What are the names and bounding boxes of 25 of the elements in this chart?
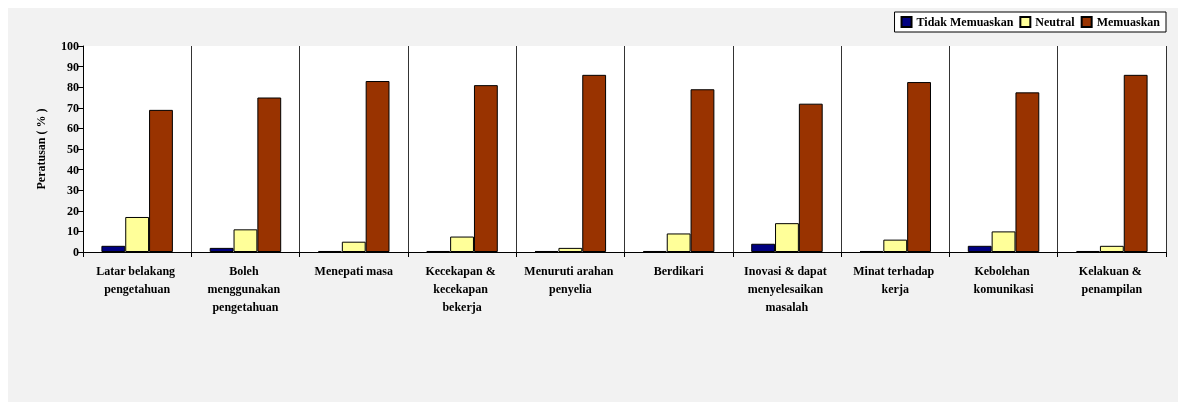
x-tick-label: Berdikari bbox=[653, 264, 705, 278]
y-tick-label: 20 bbox=[67, 203, 79, 218]
legend-label: Neutral bbox=[1035, 15, 1076, 29]
x-tick-label: Kecekapan & kecekapan bekerja bbox=[425, 264, 499, 314]
x-tick-label: Latar belakang pengetahuan bbox=[96, 264, 179, 296]
x-tick-label: Minat terhadap kerja bbox=[853, 264, 938, 296]
x-tick-label: Kebolehan komunikasi bbox=[973, 264, 1035, 296]
x-tick-label: Boleh menggunakan pengetahuan bbox=[207, 264, 284, 314]
x-tick-label: Menuruti arahan penyelia bbox=[524, 264, 617, 296]
legend-label: Tidak Memuaskan bbox=[916, 15, 1014, 29]
x-tick-label: Kelakuan & penampilan bbox=[1078, 264, 1145, 296]
y-tick-label: 80 bbox=[67, 80, 79, 95]
y-tick-label: 30 bbox=[67, 183, 79, 198]
y-tick-label: 90 bbox=[67, 59, 79, 74]
y-tick-label: 50 bbox=[67, 142, 79, 156]
y-tick-label: 70 bbox=[67, 100, 79, 115]
y-tick-label: 10 bbox=[67, 224, 79, 239]
y-tick-label: 60 bbox=[67, 121, 79, 136]
x-tick-label: Menepati masa bbox=[314, 264, 393, 278]
y-axis-title: Peratusan ( % ) bbox=[34, 108, 48, 190]
y-tick-label: 0 bbox=[73, 245, 79, 259]
y-tick-label: 100 bbox=[61, 39, 79, 53]
y-tick-label: 40 bbox=[67, 162, 79, 177]
x-tick-label: Inovasi & dapat menyelesaikan masalah bbox=[744, 264, 830, 314]
legend-label: Memuaskan bbox=[1096, 15, 1161, 29]
